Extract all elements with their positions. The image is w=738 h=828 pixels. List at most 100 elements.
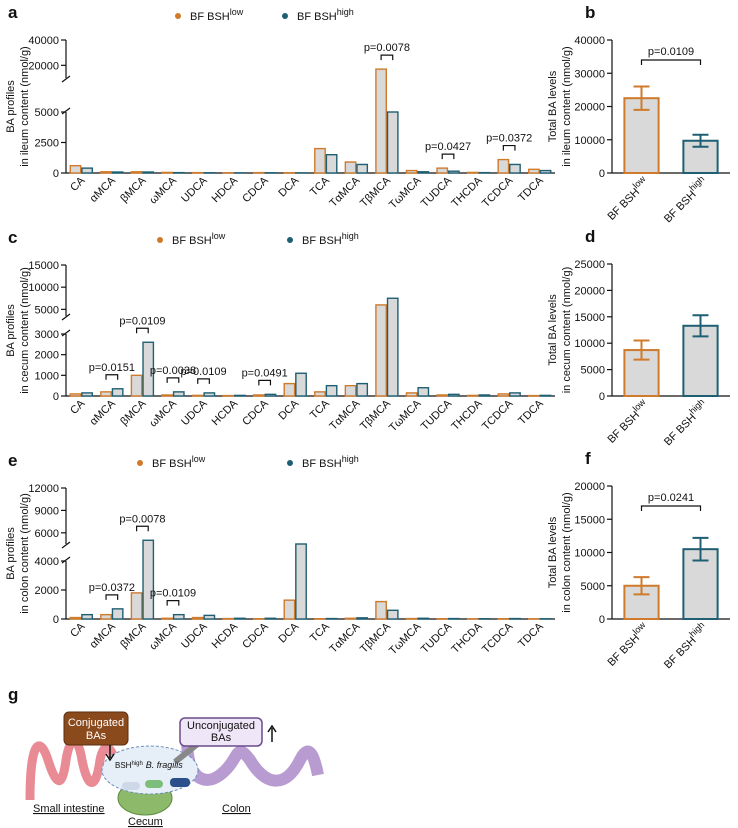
bar xyxy=(234,394,246,397)
bar xyxy=(69,616,82,620)
p-value: p=0.0372 xyxy=(89,582,135,594)
bacterium xyxy=(170,778,190,787)
panel-letter: e xyxy=(8,451,17,470)
error-bar xyxy=(692,133,709,148)
bar xyxy=(81,167,93,174)
x-tick-label: HDCA xyxy=(210,174,241,205)
p-value: p=0.0109 xyxy=(150,588,196,600)
x-tick-label: THCDA xyxy=(449,397,485,433)
y-tick-label: 0 xyxy=(53,168,59,180)
legend-label: BF BSHhigh xyxy=(302,231,359,247)
y-tick-label: 20000 xyxy=(574,285,605,297)
bacteria-sup: high xyxy=(131,761,142,767)
arrow-head xyxy=(105,753,115,762)
legend-label: BF BSH xyxy=(172,235,212,247)
x-tick-label: BF BSHhigh xyxy=(659,397,710,448)
bar xyxy=(111,388,124,397)
x-tick-label: THCDA xyxy=(449,620,485,656)
x-tick-label: αMCA xyxy=(88,397,119,428)
y-tick-label: 4000 xyxy=(35,556,59,568)
bar xyxy=(539,169,552,174)
bar xyxy=(497,393,510,397)
x-tick-label: TCDCA xyxy=(480,620,516,656)
bar xyxy=(405,169,418,174)
box-label: BAs xyxy=(211,732,232,744)
legend-sup: high xyxy=(342,454,359,464)
p-value: p=0.0109 xyxy=(180,366,226,378)
bar xyxy=(325,153,338,174)
region-label: Small intestine xyxy=(33,803,105,815)
x-tick-label: CDCA xyxy=(240,620,271,651)
significance-bracket xyxy=(166,377,180,383)
y-tick-label: 5000 xyxy=(35,107,59,119)
p-value: p=0.0491 xyxy=(242,367,288,379)
bar xyxy=(81,613,93,620)
x-tick-label: TCA xyxy=(308,174,333,199)
axis-break xyxy=(61,556,71,564)
bar xyxy=(417,171,430,174)
x-tick-label: BF BSH xyxy=(662,189,699,226)
bar xyxy=(161,171,174,174)
p-value: p=0.0078 xyxy=(119,513,165,525)
legend-marker xyxy=(287,237,293,243)
bar xyxy=(203,614,216,620)
significance-bracket xyxy=(166,600,180,606)
y-tick-label: 2000 xyxy=(35,350,59,362)
box-label: Unconjugated xyxy=(187,720,255,732)
bar xyxy=(375,304,387,397)
y-tick-label: 3000 xyxy=(35,329,59,341)
bar xyxy=(172,613,185,620)
legend-sup: low xyxy=(230,7,244,17)
y-tick-label: 2000 xyxy=(35,585,59,597)
y-tick-label: 5000 xyxy=(581,365,605,377)
y-tick-label: 1000 xyxy=(35,370,59,382)
y-tick-label: 5000 xyxy=(581,581,605,593)
y-tick-label: 15000 xyxy=(574,312,605,324)
bar xyxy=(100,613,112,620)
legend-marker xyxy=(175,13,181,19)
x-tick-label: TDCA xyxy=(516,397,546,427)
x-tick-label: CDCA xyxy=(240,174,271,205)
y-tick-label: 10000 xyxy=(574,135,605,147)
x-tick-label: HCDA xyxy=(210,397,241,428)
bar xyxy=(100,171,112,174)
bar xyxy=(172,391,185,397)
bar xyxy=(142,341,155,397)
box xyxy=(179,717,263,747)
x-tick-label: BF BSH xyxy=(605,186,642,223)
bar xyxy=(528,168,540,174)
x-tick-label: TUDCA xyxy=(419,174,455,210)
y-tick-label: 20000 xyxy=(28,60,59,72)
y-tick-label: 9000 xyxy=(35,505,59,517)
y-tick-label: 20000 xyxy=(574,102,605,114)
error-bar xyxy=(633,576,650,596)
arrow-head xyxy=(267,724,277,733)
bacteria-species: B. fragilis xyxy=(146,760,184,770)
legend-label: BF BSHhigh xyxy=(297,7,354,23)
legend-marker xyxy=(282,13,288,19)
y-axis-label: in ileum content (nmol/g) xyxy=(19,46,31,166)
error-bar xyxy=(692,314,709,338)
bar xyxy=(466,394,479,397)
bar xyxy=(130,374,143,397)
significance-bracket xyxy=(135,327,149,334)
y-axis-label: Total BA levels xyxy=(547,294,559,366)
x-tick-label: BF BSH xyxy=(662,635,699,672)
legend-label: BF BSH xyxy=(302,458,342,470)
bar xyxy=(191,616,204,620)
y-tick-label: 30000 xyxy=(574,68,605,80)
y-axis-label: BA profiles xyxy=(5,304,17,357)
bar xyxy=(142,171,155,174)
bar xyxy=(344,161,357,174)
x-tick-label: DCA xyxy=(276,174,301,199)
x-tick-label: DCA xyxy=(276,397,301,422)
bar xyxy=(283,599,296,620)
y-tick-label: 40000 xyxy=(28,35,59,47)
y-tick-label: 40000 xyxy=(574,35,605,47)
bar xyxy=(264,393,277,397)
y-axis-label: BA profiles xyxy=(5,527,17,580)
significance-bracket xyxy=(640,59,702,65)
bar xyxy=(375,600,387,620)
x-tick-label: BF BSH xyxy=(662,412,699,449)
bacteria-label: BSH xyxy=(115,761,132,770)
